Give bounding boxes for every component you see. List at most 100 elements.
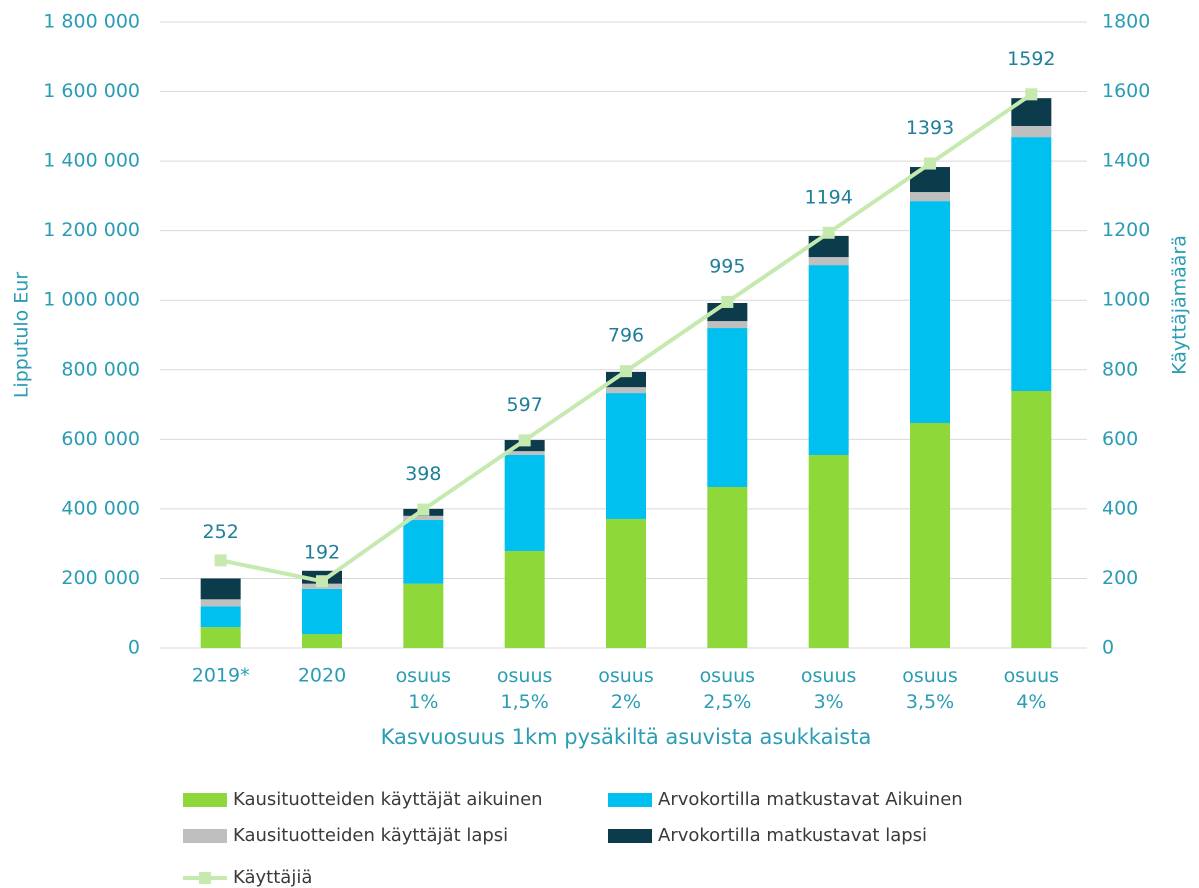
x-tick-line: osuus [598,665,654,687]
x-tick-line: 3% [814,691,844,713]
x-tick-line: 4% [1016,691,1046,713]
legend-swatch [608,829,652,843]
x-tick-label: osuus 3% [801,665,857,713]
line-marker [417,503,430,516]
y-tick-label: 200 000 [61,567,140,589]
legend-label: Kausituotteiden käyttäjät aikuinen [233,789,543,810]
line-marker [924,157,936,170]
data-label: 1194 [804,186,852,208]
bar-segment [504,451,545,455]
bar-segment [200,627,241,648]
x-tick-label: osuus 2% [598,665,654,713]
line-marker [214,554,227,567]
line-marker [721,295,734,308]
bar-segment [910,422,950,648]
bar-segment [504,454,545,551]
legend-label: Kausituotteiden käyttäjät lapsi [233,825,508,846]
bar-segment [403,520,444,584]
y2-tick-label: 1800 [1102,11,1150,33]
y-tick-label: 600 000 [61,428,140,450]
bar-segment [606,387,646,394]
bar-segment [707,321,748,329]
bar-segment [707,486,748,648]
bar-segment [200,599,241,607]
legend-label: Arvokortilla matkustavat Aikuinen [658,789,963,810]
bar-segment [808,265,849,455]
bar-segment [200,578,241,600]
bar-segment [200,606,241,628]
x-tick-line: 2,5% [703,691,751,713]
line-marker [1025,88,1038,101]
bar-segment [1011,137,1052,391]
y2-tick-label: 400 [1102,497,1138,519]
data-label: 796 [608,325,644,347]
bar-segment [707,328,748,487]
y2-axis-label: Käyttäjämäärä [1169,235,1191,375]
legend-swatch [183,793,227,807]
y2-tick-label: 1400 [1102,150,1150,172]
data-label: 597 [507,394,543,416]
line-marker [518,434,531,447]
y-tick-label: 0 [128,637,140,659]
y2-tick-label: 1200 [1102,219,1150,241]
legend-label: Arvokortilla matkustavat lapsi [658,825,927,846]
x-tick-line: osuus [902,665,958,687]
x-tick-label: osuus 1,5% [497,665,553,713]
y-tick-label: 400 000 [61,497,140,519]
data-label: 1393 [906,117,954,139]
y2-tick-label: 800 [1102,358,1138,380]
legend-swatch [608,793,652,807]
x-axis-label: Kasvuosuus 1km pysäkiltä asuvista asukka… [381,725,872,749]
y2-tick-label: 600 [1102,428,1138,450]
bar-segment [808,454,849,648]
bar-segment [910,192,950,202]
x-tick-line: osuus [396,665,452,687]
bar-segment [504,550,545,648]
bar-segment [910,201,950,423]
data-label: 995 [709,255,745,277]
bar-segment [606,518,646,648]
x-tick-label: osuus 2,5% [700,665,756,713]
line-marker [620,365,632,378]
y-tick-label: 1 200 000 [43,219,140,241]
line-marker [822,226,835,239]
bar-segment [302,588,342,635]
bar-segment [403,583,444,648]
line-marker [316,575,328,588]
data-label: 252 [203,521,239,543]
data-label: 1592 [1007,48,1055,70]
bar-segment [808,257,849,266]
legend-swatch [183,829,227,843]
x-tick-label: osuus 4% [1004,665,1060,713]
x-tick-label: 2020 [298,665,346,687]
y-tick-label: 800 000 [61,358,140,380]
bar-segment [302,634,342,648]
y-tick-label: 1 000 000 [43,289,140,311]
legend-label: Käyttäjiä [233,867,312,888]
y-tick-label: 1 600 000 [43,80,140,102]
legend-marker [199,872,211,884]
bar-segment [1011,390,1052,648]
x-tick-line: osuus [700,665,756,687]
x-tick-line: osuus [801,665,857,687]
x-tick-line: osuus [1004,665,1060,687]
y2-tick-label: 0 [1102,637,1114,659]
bar-segment [1011,125,1052,138]
y2-tick-label: 1600 [1102,80,1150,102]
y2-tick-label: 1000 [1102,289,1150,311]
bar-segment [403,515,444,521]
y-tick-label: 1 400 000 [43,150,140,172]
data-label: 192 [304,542,340,564]
x-tick-label: osuus 1% [396,665,452,713]
x-tick-line: osuus [497,665,553,687]
y-tick-label: 1 800 000 [43,11,140,33]
y2-tick-label: 200 [1102,567,1138,589]
bar-segment [808,235,849,258]
x-tick-line: 3,5% [906,691,954,713]
x-tick-label: osuus 3,5% [902,665,958,713]
x-tick-line: 2% [611,691,641,713]
y-axis-label: Lipputulo Eur [11,272,33,399]
x-tick-line: 1,5% [501,691,549,713]
bar-segment [606,393,646,519]
